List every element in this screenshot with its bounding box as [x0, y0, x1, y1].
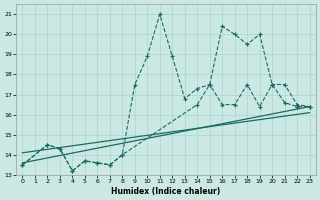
- X-axis label: Humidex (Indice chaleur): Humidex (Indice chaleur): [111, 187, 221, 196]
